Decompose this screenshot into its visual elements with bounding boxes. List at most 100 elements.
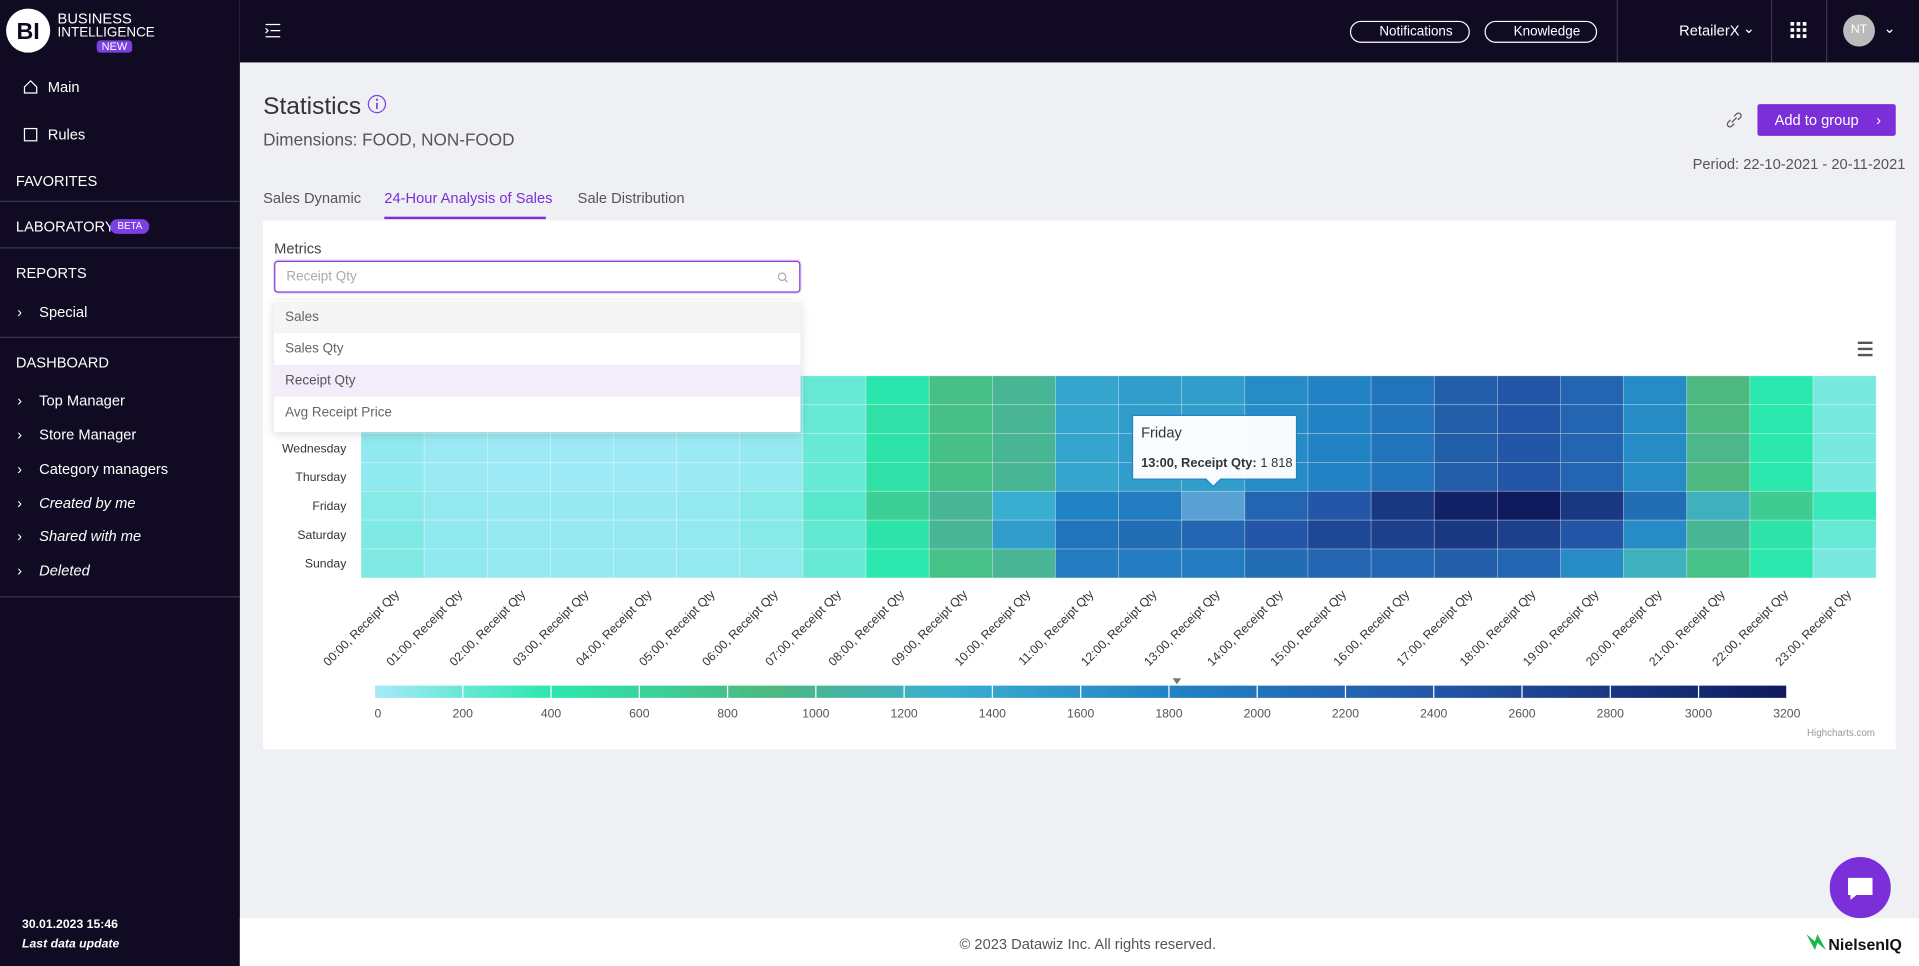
heat-cell [1371, 405, 1434, 434]
color-tick-label: 1200 [891, 706, 918, 720]
heat-cell [424, 434, 487, 463]
heat-cell [1434, 405, 1497, 434]
heat-cell [1245, 549, 1308, 578]
y-tick-label: Thursday [295, 470, 347, 484]
color-tick-label: 2600 [1508, 706, 1535, 720]
y-tick-label: Sunday [305, 557, 347, 571]
heat-cell [1434, 434, 1497, 463]
y-tick-label: Saturday [297, 528, 347, 542]
option-selected[interactable]: Receipt Qty [274, 365, 800, 397]
heat-cell [677, 462, 740, 491]
heat-cell [1497, 462, 1560, 491]
y-tick-label: Friday [312, 499, 347, 513]
heat-cell [550, 491, 613, 520]
heat-cell [487, 462, 550, 491]
heat-cell [1497, 491, 1560, 520]
option[interactable]: Sales Qty [274, 333, 800, 365]
heat-cell [929, 520, 992, 549]
heat-cell [866, 405, 929, 434]
heat-cell [1750, 520, 1813, 549]
search-icon [777, 272, 788, 283]
heat-cell [1497, 520, 1560, 549]
heat-cell [929, 462, 992, 491]
heat-cell [1055, 405, 1118, 434]
color-tick-label: 2200 [1332, 706, 1359, 720]
heat-cell [1561, 520, 1624, 549]
color-tick-label: 2400 [1420, 706, 1447, 720]
heat-cell [803, 520, 866, 549]
metrics-input[interactable]: Receipt Qty [274, 261, 800, 293]
heat-cell [614, 520, 677, 549]
heat-cell [424, 491, 487, 520]
heat-cell [677, 491, 740, 520]
heat-cell [1055, 491, 1118, 520]
heat-cell [1561, 549, 1624, 578]
tooltip-body: 13:00, Receipt Qty:1 818 [1141, 455, 1292, 470]
heat-cell [992, 549, 1055, 578]
heat-cell [614, 549, 677, 578]
heat-cell [1687, 376, 1750, 405]
heat-cell [992, 405, 1055, 434]
color-tick-label: 1600 [1067, 706, 1094, 720]
heat-cell [929, 549, 992, 578]
heat-cell [550, 462, 613, 491]
export-menu[interactable] [1858, 343, 1873, 355]
heat-cell [1308, 405, 1371, 434]
color-tick-label: 3200 [1773, 706, 1800, 720]
color-tick-label: 1800 [1155, 706, 1182, 720]
heat-cell [992, 376, 1055, 405]
heat-cell [1371, 520, 1434, 549]
heat-cell [361, 491, 424, 520]
heat-cell [1434, 491, 1497, 520]
heat-cell [487, 491, 550, 520]
heat-cell [1055, 462, 1118, 491]
heat-cell [1687, 405, 1750, 434]
heat-cell [803, 405, 866, 434]
heat-cell [803, 491, 866, 520]
heat-cell [1245, 491, 1308, 520]
heat-cell [740, 462, 803, 491]
y-tick-label: Wednesday [282, 441, 347, 455]
heat-cell [1750, 462, 1813, 491]
option[interactable]: Sales [274, 301, 800, 333]
heat-cell [1371, 376, 1434, 405]
tooltip-value: 1 818 [1260, 455, 1292, 470]
heat-cell [1371, 549, 1434, 578]
heat-cell [487, 434, 550, 463]
color-tick-label: 200 [453, 706, 474, 720]
heat-cell [1687, 434, 1750, 463]
chat-button[interactable] [1830, 857, 1891, 918]
heat-cell [1497, 434, 1560, 463]
heat-cell [1813, 376, 1876, 405]
heat-cell [1750, 491, 1813, 520]
heat-cell [929, 405, 992, 434]
heat-cell [740, 549, 803, 578]
heat-cell [1308, 549, 1371, 578]
heat-cell [803, 549, 866, 578]
heat-cell [1813, 520, 1876, 549]
heat-cell [866, 434, 929, 463]
heat-cell [1245, 520, 1308, 549]
color-tick-label: 1000 [802, 706, 829, 720]
heat-cell [1624, 462, 1687, 491]
heat-cell [1055, 520, 1118, 549]
option[interactable]: Avg Receipt Price [274, 397, 800, 429]
tooltip-label: 13:00, Receipt Qty: [1141, 455, 1257, 470]
heat-cell [1750, 405, 1813, 434]
heat-cell [1182, 520, 1245, 549]
heat-cell [550, 520, 613, 549]
color-tick-label: 2000 [1244, 706, 1271, 720]
heat-cell [866, 549, 929, 578]
heat-cell [866, 376, 929, 405]
heat-cell [929, 376, 992, 405]
heat-cell [1561, 405, 1624, 434]
heat-cell [1434, 549, 1497, 578]
heat-cell [550, 434, 613, 463]
heat-cell [1687, 520, 1750, 549]
heat-cell [803, 376, 866, 405]
credits: Highcharts.com [1807, 728, 1875, 739]
heat-cell [1561, 462, 1624, 491]
heat-cell [361, 549, 424, 578]
